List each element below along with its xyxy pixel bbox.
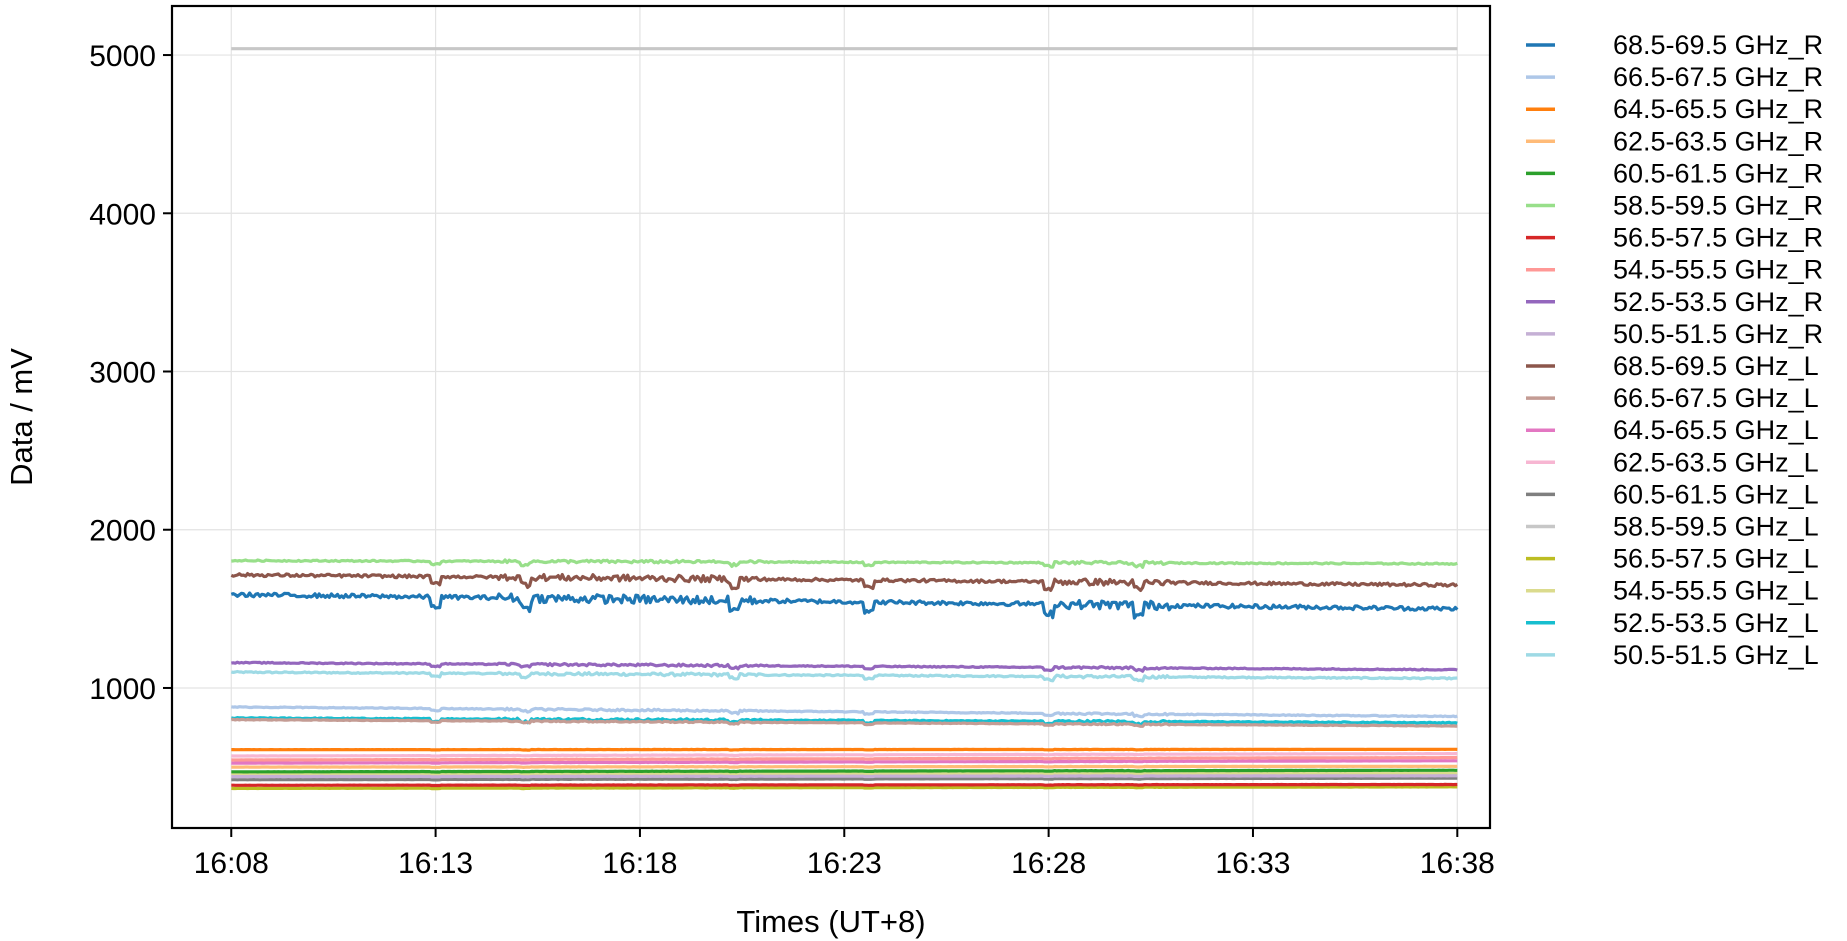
x-tick-label: 16:18 <box>602 847 677 880</box>
series-line <box>231 774 1458 779</box>
legend-label: 58.5-59.5 GHz_L <box>1613 512 1819 542</box>
y-tick-label: 1000 <box>89 673 156 706</box>
legend: 68.5-69.5 GHz_R66.5-67.5 GHz_R64.5-65.5 … <box>1526 30 1823 670</box>
y-tick-label: 3000 <box>89 357 156 390</box>
series-line <box>231 747 1458 752</box>
series-line <box>231 759 1458 765</box>
series-line <box>230 571 1459 593</box>
legend-label: 54.5-55.5 GHz_L <box>1613 576 1819 606</box>
legend-label: 56.5-57.5 GHz_R <box>1613 223 1823 253</box>
series-line <box>231 785 1458 791</box>
x-tick-label: 16:38 <box>1420 847 1495 880</box>
series-line <box>231 764 1458 770</box>
y-tick-label: 4000 <box>89 198 156 231</box>
series-line <box>231 717 1458 728</box>
legend-label: 52.5-53.5 GHz_R <box>1613 287 1823 317</box>
y-axis: 1000 2000 3000 4000 5000 <box>89 40 172 706</box>
x-tick-label: 16:08 <box>194 847 269 880</box>
legend-label: 52.5-53.5 GHz_L <box>1613 608 1819 638</box>
grid-lines <box>172 6 1490 828</box>
x-tick-label: 16:23 <box>807 847 882 880</box>
legend-label: 68.5-69.5 GHz_L <box>1613 351 1819 381</box>
series-line <box>231 751 1458 758</box>
series-line <box>231 768 1458 774</box>
x-tick-label: 16:28 <box>1011 847 1086 880</box>
legend-label: 50.5-51.5 GHz_R <box>1613 319 1823 349</box>
legend-label: 60.5-61.5 GHz_L <box>1613 479 1819 509</box>
series-line <box>231 782 1458 788</box>
legend-label: 62.5-63.5 GHz_R <box>1613 126 1823 156</box>
legend-label: 66.5-67.5 GHz_L <box>1613 383 1819 413</box>
series-line <box>231 558 1458 569</box>
legend-label: 64.5-65.5 GHz_L <box>1613 415 1819 445</box>
series-line <box>231 755 1458 762</box>
series-line <box>231 776 1458 782</box>
x-tick-label: 16:13 <box>398 847 473 880</box>
plot-frame <box>170 4 1492 830</box>
legend-label: 64.5-65.5 GHz_R <box>1613 94 1823 124</box>
y-axis-title: Data / mV <box>4 348 39 486</box>
series-layer <box>230 47 1459 791</box>
legend-label: 58.5-59.5 GHz_R <box>1613 191 1823 221</box>
x-axis-title: Times (UT+8) <box>736 904 925 939</box>
series-line <box>231 771 1458 777</box>
legend-label: 66.5-67.5 GHz_R <box>1613 62 1823 92</box>
legend-label: 68.5-69.5 GHz_R <box>1613 30 1823 60</box>
series-line <box>231 705 1458 719</box>
x-tick-label: 16:33 <box>1215 847 1290 880</box>
y-tick-label: 5000 <box>89 40 156 73</box>
x-axis: 16:08 16:13 16:18 16:23 16:28 16:33 16:38 <box>194 828 1495 880</box>
legend-label: 50.5-51.5 GHz_L <box>1613 640 1819 670</box>
legend-label: 56.5-57.5 GHz_L <box>1613 544 1819 574</box>
legend-label: 60.5-61.5 GHz_R <box>1613 158 1823 188</box>
series-line <box>230 669 1458 683</box>
series-line <box>231 660 1458 673</box>
y-tick-label: 2000 <box>89 515 156 548</box>
series-line <box>230 591 1459 620</box>
legend-label: 62.5-63.5 GHz_L <box>1613 447 1819 477</box>
legend-label: 54.5-55.5 GHz_R <box>1613 255 1823 285</box>
